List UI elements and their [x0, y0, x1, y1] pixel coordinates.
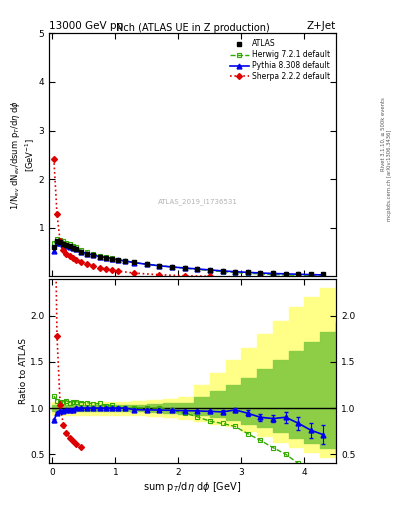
Y-axis label: Ratio to ATLAS: Ratio to ATLAS	[20, 338, 29, 404]
X-axis label: sum p$_T$/d$\eta$ d$\phi$ [GeV]: sum p$_T$/d$\eta$ d$\phi$ [GeV]	[143, 480, 242, 494]
Text: Z+Jet: Z+Jet	[307, 20, 336, 31]
Legend: ATLAS, Herwig 7.2.1 default, Pythia 8.308 default, Sherpa 2.2.2 default: ATLAS, Herwig 7.2.1 default, Pythia 8.30…	[227, 37, 332, 83]
Text: 13000 GeV pp: 13000 GeV pp	[49, 20, 123, 31]
Text: Rivet 3.1.10, ≥ 500k events: Rivet 3.1.10, ≥ 500k events	[381, 97, 386, 172]
Y-axis label: 1/N$_{ev}$ dN$_{ev}$/dsum p$_T$/d$\eta$ d$\phi$
[GeV$^{-1}$]: 1/N$_{ev}$ dN$_{ev}$/dsum p$_T$/d$\eta$ …	[9, 100, 37, 210]
Text: ATLAS_2019_I1736531: ATLAS_2019_I1736531	[158, 199, 238, 205]
Text: mcplots.cern.ch [arXiv:1306.3436]: mcplots.cern.ch [arXiv:1306.3436]	[387, 130, 391, 221]
Title: Nch (ATLAS UE in Z production): Nch (ATLAS UE in Z production)	[116, 23, 270, 32]
